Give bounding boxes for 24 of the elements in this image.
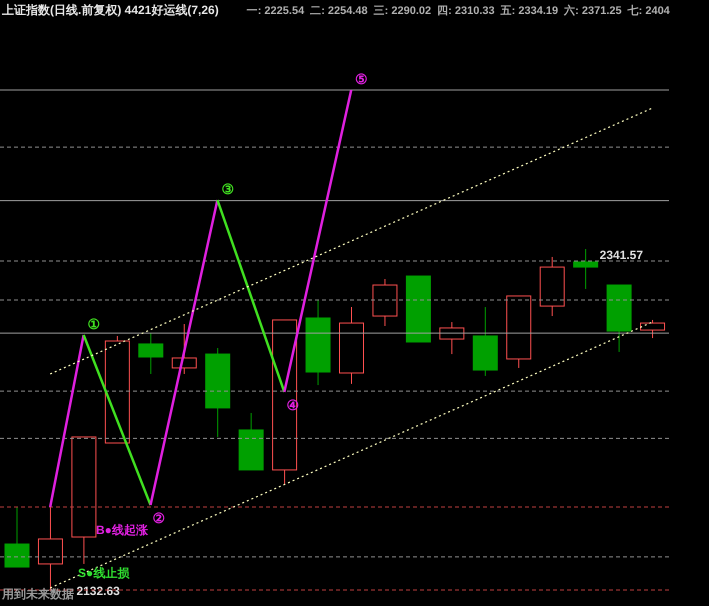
annotation: B●线起涨 [96,522,148,539]
text: 2341.57 [600,248,644,262]
annotation: S●线止损 [78,565,130,582]
text: 三: 2290.02 [374,5,432,17]
text: 二: 2254.48 [310,5,368,17]
candlestick [339,306,364,384]
candlestick [205,348,230,438]
candlestick [372,278,398,326]
data-label: ③ [221,181,234,197]
candlestick [573,248,598,290]
candlestick [472,306,498,376]
candlestick [306,300,331,386]
chart-title: 上证指数(日线.前复权) 4421好运线(7,26) [2,3,219,17]
annotation: 用到未来数据 [2,586,74,603]
text: 五: 2334.19 [500,5,558,17]
data-label: ⑤ [355,71,368,87]
data-label: ② [152,510,166,526]
data-label: ① [88,316,101,332]
text: 四: 2310.33 [437,5,495,17]
text: 一: 2225.54 [246,5,304,17]
candlestick [540,256,565,317]
text: 六: 2371.25 [564,5,622,17]
candlestick [138,332,164,374]
text: 七: 2404 [628,5,670,17]
